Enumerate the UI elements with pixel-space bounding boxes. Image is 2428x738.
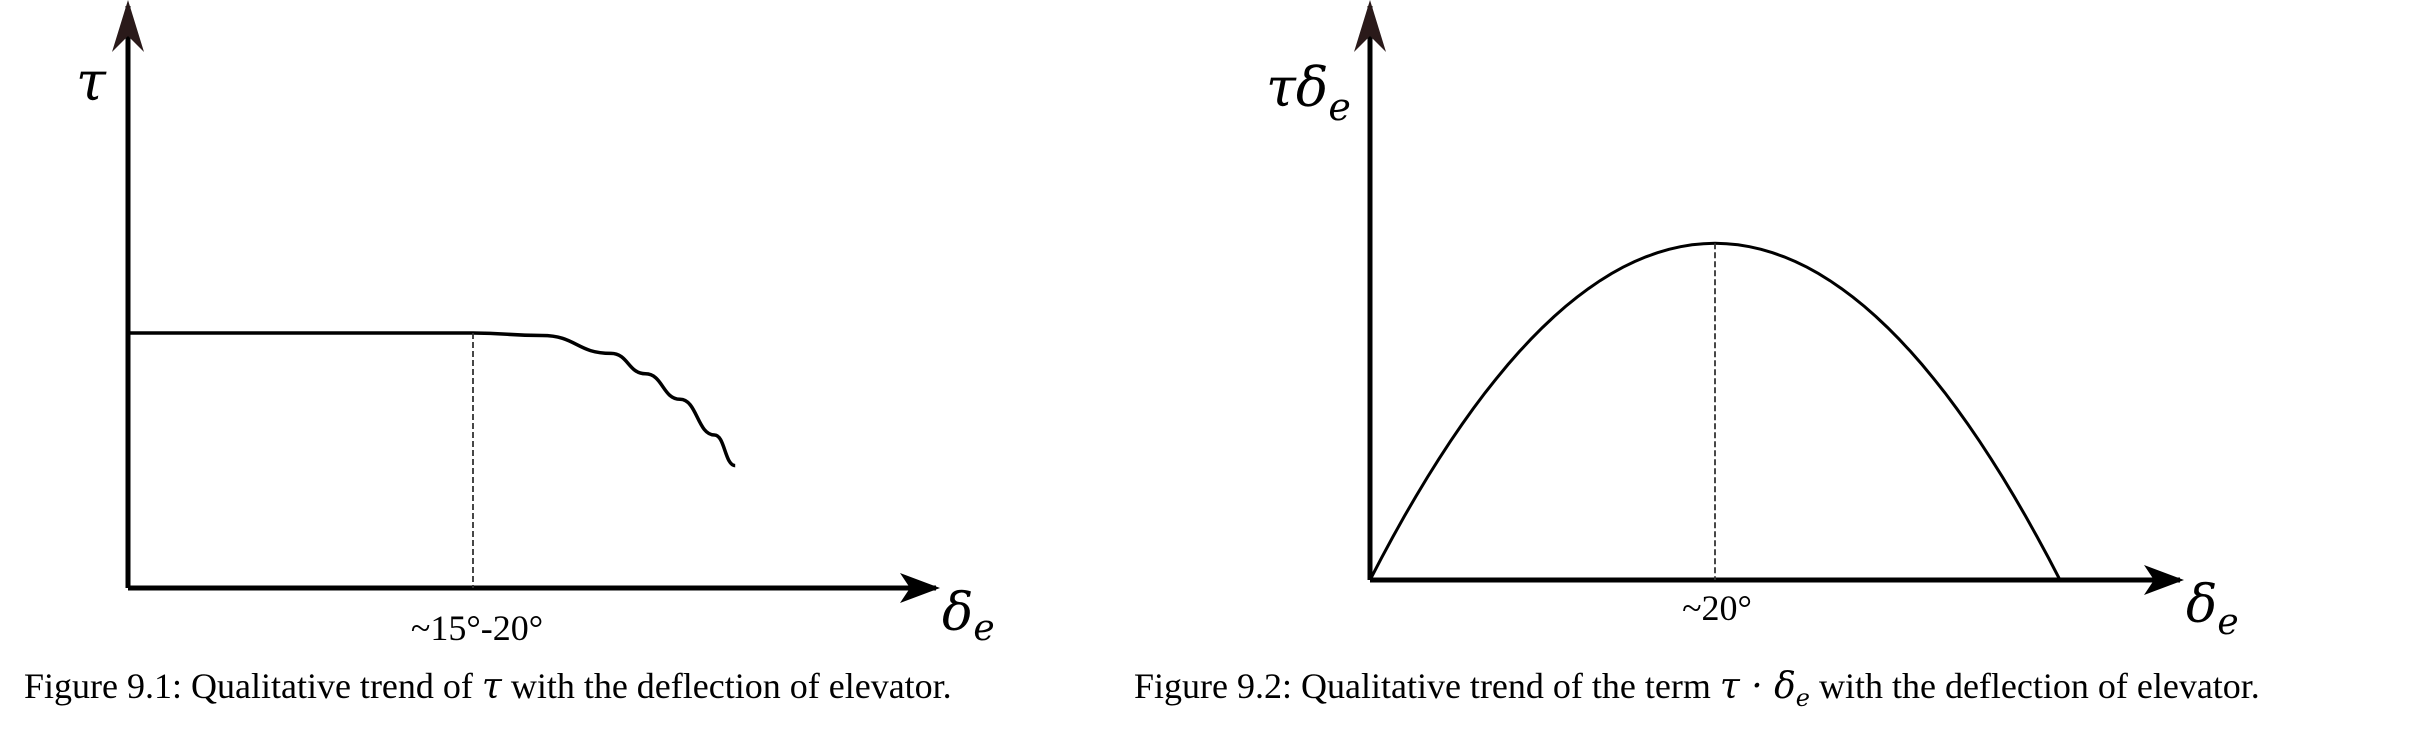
y-axis-label: τ — [76, 50, 107, 113]
y-axis-arrow — [1354, 0, 1386, 52]
figure-1: τ δe ~15°-20° Figure 9.1: Qualitative tr… — [0, 0, 1120, 738]
chart-2: τδe δe ~20° — [1266, 0, 2239, 643]
x-axis-label: δe — [942, 583, 995, 649]
x-axis-label: δe — [2186, 575, 2239, 643]
chart-1: τ δe ~15°-20° — [76, 0, 995, 649]
figure-2: τδe δe ~20° Figure 9.2: Qualitative tren… — [1120, 0, 2428, 738]
tick-label-2: ~20° — [1682, 588, 1752, 628]
y-axis-arrow — [112, 0, 144, 52]
tick-label-1: ~15°-20° — [411, 608, 543, 648]
y-axis-label: τδe — [1266, 56, 1351, 129]
series-line-1 — [127, 331, 736, 468]
figure-2-caption: Figure 9.2: Qualitative trend of the ter… — [1134, 666, 2260, 712]
figure-1-caption: Figure 9.1: Qualitative trend of τ with … — [24, 666, 952, 707]
